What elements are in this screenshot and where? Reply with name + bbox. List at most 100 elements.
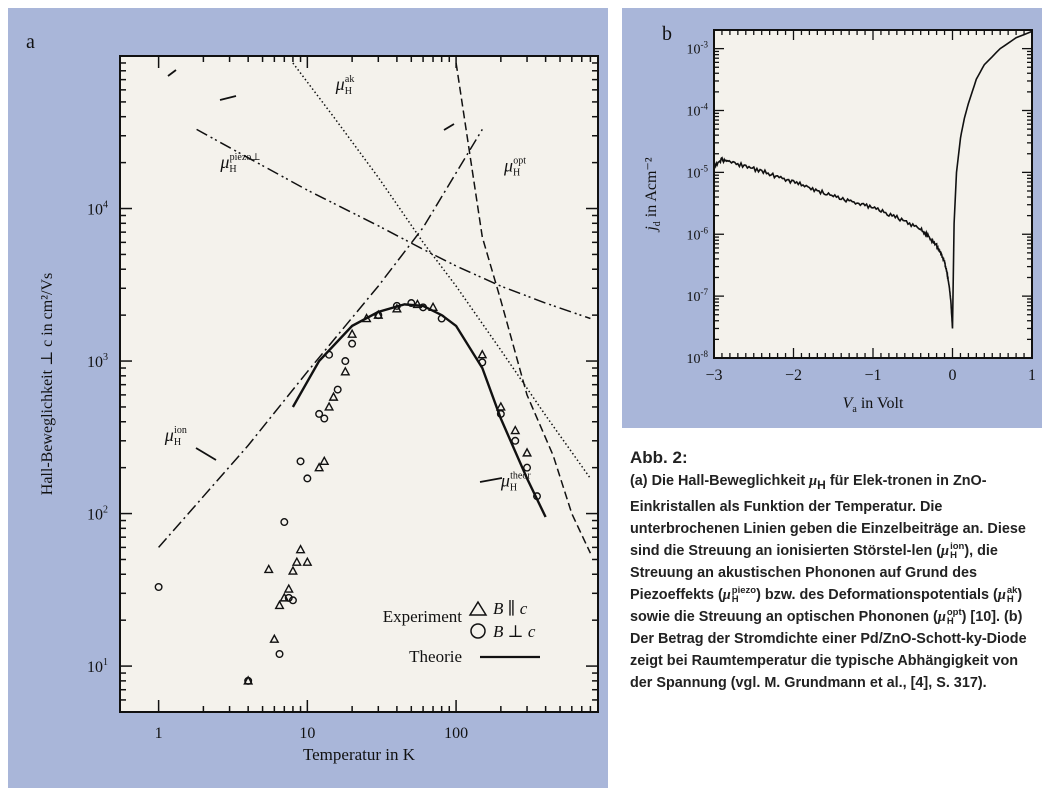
data-point-perp [275,650,284,659]
data-point-parallel [347,328,358,338]
plot-frame [119,55,599,713]
x-tick-label: 1 [155,725,163,742]
data-point-parallel [428,301,439,312]
label-leader [167,69,177,77]
sub-label: H [1006,594,1014,606]
mu-sub-sup: opt H [946,607,962,628]
plot-frame [713,29,1033,359]
x-tick-label: −2 [785,367,802,384]
caption-part-5: ) sowie die Streuung an optischen Phonon… [630,586,1023,625]
curve-piezo [196,128,591,320]
x-tick-label: −1 [864,367,881,384]
data-point-perp [284,593,293,602]
data-point-perp [325,350,334,359]
data-point-perp [296,457,305,466]
label-leader [219,95,237,101]
curve-label-theor: μHtheor [500,471,531,494]
data-point-parallel [340,366,351,376]
data-point-parallel [302,556,313,566]
caption-title: Abb. 2: [630,448,688,467]
mu-symbol: μ [809,473,818,489]
data-point-perp [244,676,253,685]
curve-label-ion: μHion [164,425,187,448]
data-point-parallel [291,556,302,566]
curve-label-piezo: μHpiezo⊥ [219,152,260,175]
data-point-perp [478,358,487,367]
sub-label: H [946,616,954,628]
data-point-perp [437,314,446,323]
x-tick-label: 0 [949,367,957,384]
y-tick-label: 10-7 [687,287,709,305]
current-density-chart: b −3 −2 −1 0 1 10-8 10-7 10-6 10-5 10-4 10-3 Va in V… [643,23,1036,415]
legend-experiment: Experiment [383,607,463,626]
caption-part-1: (a) Die Hall-Beweglichkeit [630,473,810,489]
mu-symbol: μ [937,608,946,625]
data-point-perp [523,463,532,472]
y-tick-label: 103 [87,352,108,371]
data-point-perp [333,385,342,394]
data-point-perp [348,339,357,348]
data-point-perp [341,357,350,366]
data-point-parallel [319,455,330,466]
curve-label-ak: μHak [335,74,355,97]
label-leader [443,123,455,131]
data-point-parallel [263,564,274,574]
data-point-parallel [328,391,339,401]
sup-label: opt [946,607,962,619]
data-point-perp [154,583,163,592]
x-tick-label: 100 [444,725,468,742]
sup-label: piezo [731,585,757,597]
data-point-parallel [324,401,335,411]
data-point-parallel [283,583,294,593]
caption-part-3: ), die Streuung an akustischen Phononen … [630,542,998,603]
data-point-parallel [269,633,280,643]
data-point-parallel [510,425,521,435]
data-point-parallel [295,544,306,554]
data-point-perp [511,436,520,445]
caption-part-6: ) [10]. (b) Der Betrag der Stromdichte e… [630,608,1027,691]
legend-perp: B ⊥ c [493,622,536,641]
curve-opt [455,62,592,554]
x-tick-label: −3 [705,367,722,384]
data-point-perp [496,409,505,418]
data-point-parallel [412,298,423,309]
sup-label: ion [950,541,965,553]
legend-triangle-marker [468,600,488,616]
mu-sub: H [817,477,826,492]
mu-symbol: μ [997,586,1006,603]
x-axis-label: Temperatur in K [303,745,416,764]
curve-ak [292,62,592,479]
curve-label-opt: μHopt [503,155,526,178]
mu-symbol: μ [722,586,731,603]
caption-text: (a) Die Hall-Beweglichkeit μH für Elek-t… [630,470,1040,694]
legend-parallel: B ∥ c [493,599,528,618]
curve-ion [158,129,483,548]
current-density-curve [713,30,1033,329]
data-point-perp [392,301,401,310]
y-tick-label: 10-6 [687,225,709,243]
label-leader [195,447,217,461]
data-point-parallel [314,462,325,472]
mu-sub-sup: ion H [950,541,965,561]
data-point-parallel [287,565,298,575]
y-axis-label: jd in Acm⁻² [643,157,663,233]
mu-sub-sup: piezo H [731,585,757,606]
data-point-perp [288,596,297,605]
data-point-perp [315,409,324,418]
mu-symbol: μ [941,542,950,559]
y-tick-label: 10-4 [687,102,709,120]
sub-label: H [731,594,739,606]
label-leader [479,477,503,483]
data-point-parallel [361,313,372,323]
y-tick-label: 10-5 [687,163,709,181]
sup-label: ak [1006,585,1018,597]
data-point-perp [419,303,428,312]
x-tick-label: 1 [1028,367,1036,384]
caption-part-2: für Elek-tronen in ZnO-Einkristallen als… [630,473,1026,559]
y-axis-label: Hall-Beweglichkeit ⊥ c in cm²/Vs [39,273,56,495]
data-point-perp [374,311,383,320]
y-tick-label: 10-8 [687,349,709,367]
legend-theory: Theorie [409,647,462,666]
panel-b: b −3 −2 −1 0 1 10-8 10-7 10-6 10-5 10-4 10-3 Va in V… [622,8,1042,428]
data-point-perp [407,299,416,308]
